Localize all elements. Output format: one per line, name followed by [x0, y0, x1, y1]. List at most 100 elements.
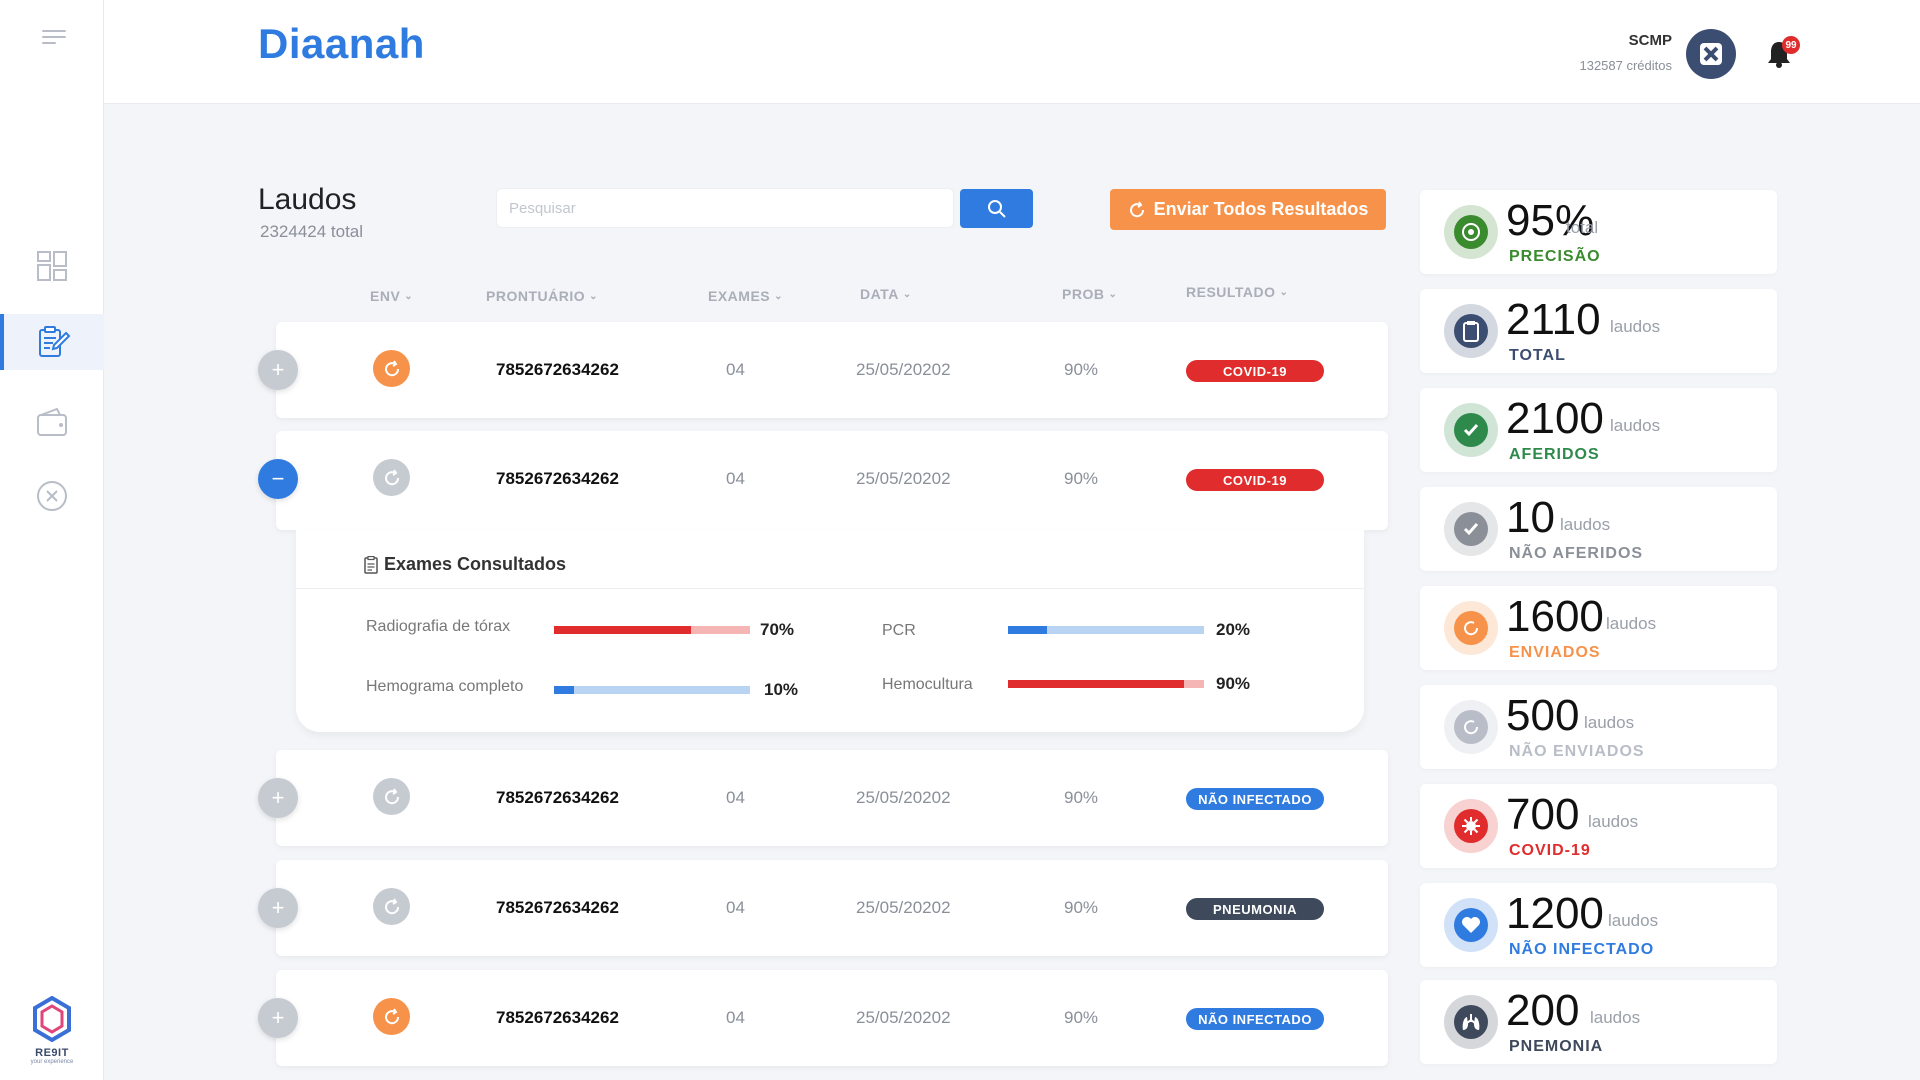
env-status-icon[interactable] — [373, 459, 410, 496]
exam-progress-bar — [1008, 626, 1204, 634]
column-header-data[interactable]: DATA ⌄ — [860, 286, 912, 302]
cell-data: 25/05/20202 — [856, 788, 951, 807]
report-edit-icon — [39, 326, 71, 357]
hexagon-logo-icon — [33, 995, 71, 1043]
stat-unit: laudos — [1588, 812, 1639, 831]
exam-label: Radiografia de tórax — [366, 618, 511, 635]
refresh-icon — [1444, 601, 1498, 655]
send-all-label: Enviar Todos Resultados — [1153, 199, 1369, 219]
collapse-button[interactable]: − — [258, 459, 298, 499]
chevron-down-icon: ⌄ — [1108, 288, 1118, 300]
stat-card-n-o-infectado: 1200 laudos NÃO INFECTADO — [1420, 883, 1777, 967]
result-badge: NÃO INFECTADO — [1186, 1008, 1324, 1030]
cell-prontuario: 7852672634262 — [496, 788, 619, 807]
env-status-icon[interactable] — [373, 888, 410, 925]
env-status-icon[interactable] — [373, 350, 410, 387]
sidebar-item-cancel[interactable] — [0, 468, 104, 524]
refresh-icon — [384, 897, 399, 914]
stat-value: 700 — [1506, 790, 1580, 839]
chevron-down-icon: ⌄ — [774, 290, 784, 302]
column-header-resultado-label: RESULTADO — [1186, 284, 1276, 300]
cell-data: 25/05/20202 — [856, 1008, 951, 1027]
cell-prob: 90% — [1064, 1008, 1099, 1027]
stat-card-aferidos: 2100 laudos AFERIDOS — [1420, 388, 1777, 472]
check-icon — [1444, 502, 1498, 556]
cell-prob: 90% — [1064, 360, 1099, 379]
stat-value: 10 — [1506, 493, 1555, 542]
stat-card-n-o-aferidos: 10 laudos NÃO AFERIDOS — [1420, 487, 1777, 571]
exam-progress-bar — [1008, 680, 1204, 688]
stat-unit: laudos — [1610, 416, 1661, 435]
send-all-results-button[interactable]: Enviar Todos Resultados — [1110, 189, 1386, 230]
stat-unit: laudos — [1606, 614, 1657, 633]
user-credits: 132587 créditos — [1579, 58, 1672, 73]
expand-button[interactable]: + — [258, 778, 298, 818]
column-header-exames[interactable]: EXAMES ⌄ — [708, 288, 783, 304]
cell-exames: 04 — [726, 788, 745, 807]
page-subtitle: 2324424 total — [260, 222, 364, 241]
column-header-prontuario[interactable]: PRONTUÁRIO ⌄ — [486, 288, 598, 304]
stat-card-precis-o: 95% total PRECISÃO — [1420, 190, 1777, 274]
stat-unit: total — [1566, 218, 1599, 237]
column-header-prob[interactable]: PROB ⌄ — [1062, 286, 1117, 302]
reit-logo-tagline: your experience — [30, 1059, 74, 1065]
stat-label: NÃO ENVIADOS — [1509, 743, 1645, 760]
refresh-icon — [384, 787, 399, 804]
stat-value: 2100 — [1506, 394, 1604, 443]
column-header-prob-label: PROB — [1062, 286, 1105, 302]
chevron-down-icon: ⌄ — [404, 290, 414, 302]
exam-progress-bar — [554, 686, 750, 694]
exam-label: Hemocultura — [882, 676, 973, 693]
search-input[interactable] — [496, 188, 954, 228]
avatar[interactable] — [1686, 29, 1736, 79]
expand-button[interactable]: + — [258, 888, 298, 928]
notification-badge: 99 — [1782, 36, 1800, 54]
cell-prob: 90% — [1064, 788, 1099, 807]
stat-unit: laudos — [1590, 1008, 1641, 1027]
env-status-icon[interactable] — [373, 778, 410, 815]
stat-value: 95% — [1506, 196, 1595, 245]
cell-prontuario: 7852672634262 — [496, 1008, 619, 1027]
column-header-resultado[interactable]: RESULTADO ⌄ — [1186, 284, 1288, 300]
brand-logo: Diaanah — [258, 20, 425, 67]
refresh-icon — [1444, 700, 1498, 754]
stat-value: 500 — [1506, 691, 1580, 740]
expand-button[interactable]: + — [258, 350, 298, 390]
stat-card-total: 2110 laudos TOTAL — [1420, 289, 1777, 373]
column-header-data-label: DATA — [860, 286, 899, 302]
plus-icon: + — [271, 1005, 285, 1030]
heart-icon — [1444, 898, 1498, 952]
search-button[interactable] — [960, 189, 1033, 228]
header: Diaanah SCMP 132587 créditos 99 — [104, 0, 1920, 104]
sidebar-item-wallet[interactable] — [0, 394, 104, 450]
sidebar-item-laudos[interactable] — [0, 314, 104, 370]
cell-prob: 90% — [1064, 898, 1099, 917]
page-title: Laudos — [258, 183, 357, 216]
user-logo-icon — [1700, 43, 1722, 65]
stat-value: 200 — [1506, 986, 1580, 1035]
cell-data: 25/05/20202 — [856, 360, 951, 379]
stat-unit: laudos — [1608, 911, 1659, 930]
env-status-icon[interactable] — [373, 998, 410, 1035]
result-badge: COVID-19 — [1186, 360, 1324, 382]
stat-card-enviados: 1600 laudos ENVIADOS — [1420, 586, 1777, 670]
search-icon — [987, 199, 1006, 218]
expand-button[interactable]: + — [258, 998, 298, 1038]
stat-value: 1600 — [1506, 592, 1604, 641]
cell-prontuario: 7852672634262 — [496, 360, 619, 379]
virus-icon — [1444, 799, 1498, 853]
exams-panel-title: Exames Consultados — [364, 554, 566, 575]
column-header-exames-label: EXAMES — [708, 288, 771, 304]
sidebar-item-dashboard[interactable] — [0, 238, 104, 294]
refresh-icon — [384, 359, 399, 376]
divider — [296, 588, 1364, 589]
stat-label: ENVIADOS — [1509, 644, 1601, 661]
clipboard-icon — [364, 555, 378, 574]
minus-icon: − — [271, 466, 285, 491]
column-header-env[interactable]: ENV ⌄ — [370, 288, 413, 304]
exam-label: Hemograma completo — [366, 678, 524, 695]
cell-prob: 90% — [1064, 469, 1099, 488]
menu-icon[interactable] — [42, 30, 66, 46]
chevron-down-icon: ⌄ — [902, 288, 912, 300]
wallet-icon — [37, 407, 67, 436]
